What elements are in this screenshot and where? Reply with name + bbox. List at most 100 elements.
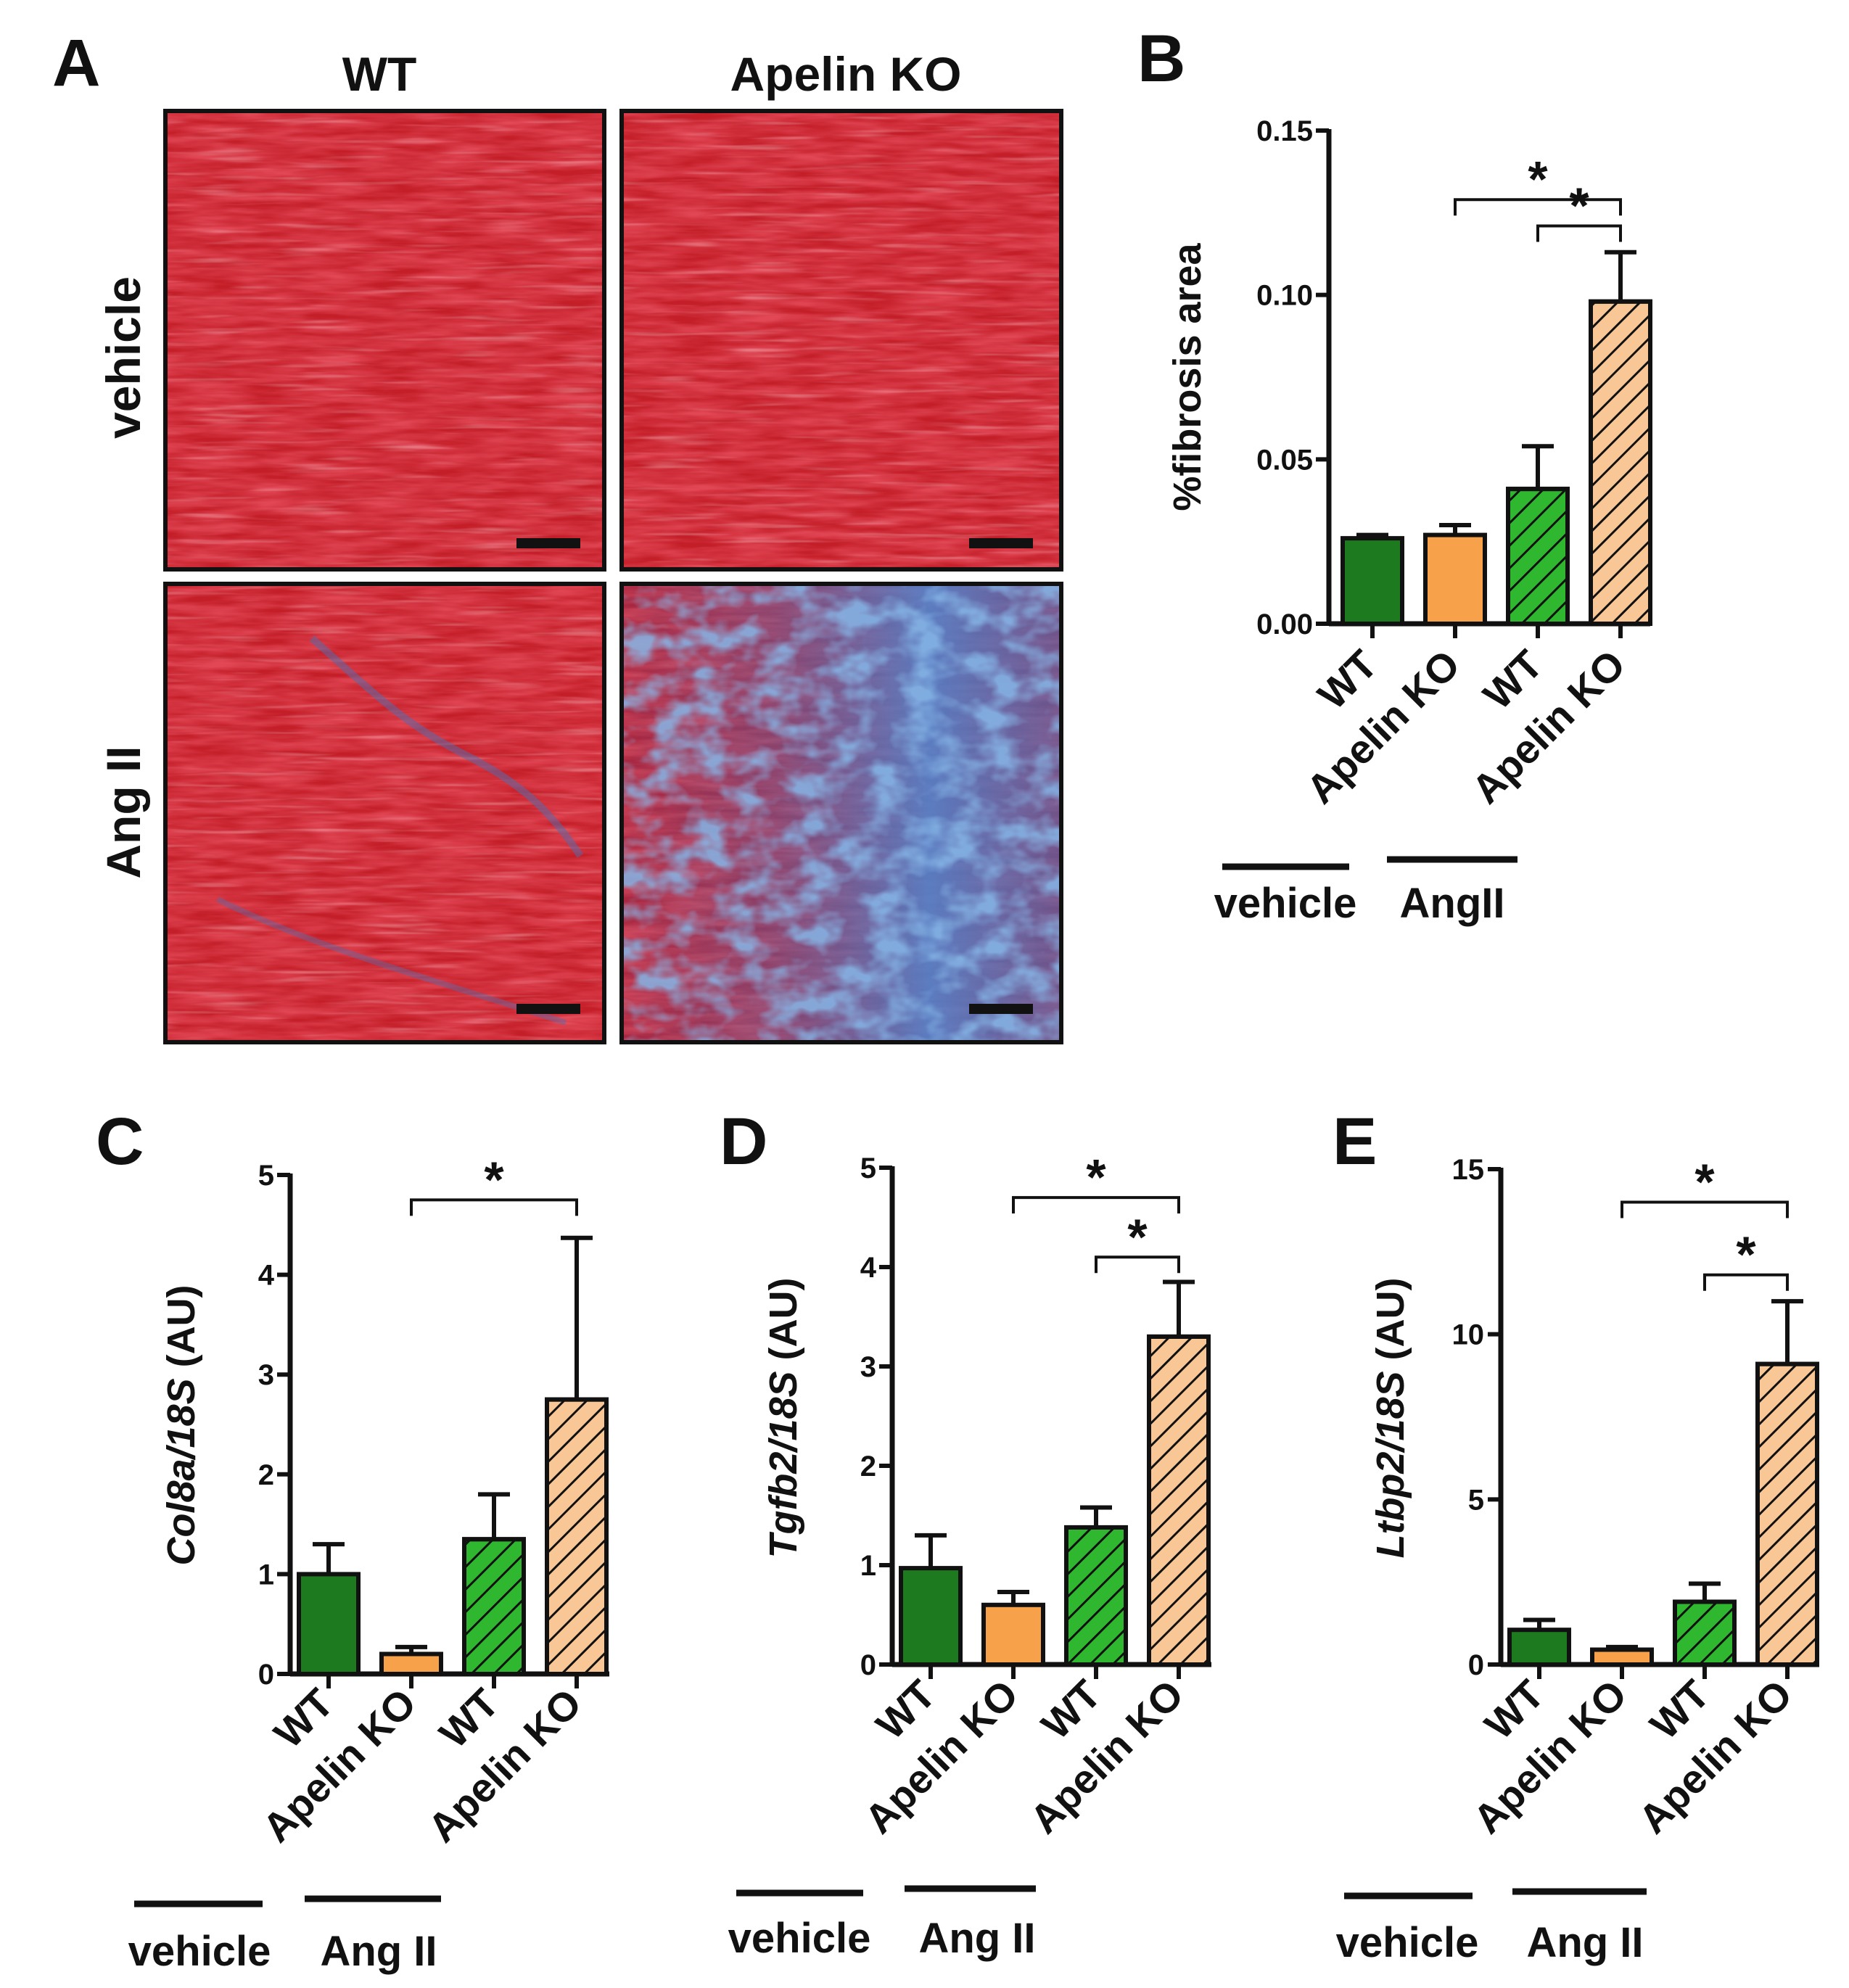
- y-axis-label-unit: (AU): [762, 1277, 805, 1371]
- y-tick-label: 0.15: [1256, 115, 1313, 147]
- bar: [297, 1572, 361, 1676]
- y-axis-label: Tgfb2/18S (AU): [762, 1277, 805, 1558]
- y-tick-label: 0: [258, 1659, 274, 1691]
- y-tick-label: 0: [860, 1649, 876, 1681]
- x-category-label: Apelin KO: [1298, 641, 1469, 812]
- bar: [1423, 532, 1487, 626]
- y-tick-label: 15: [1452, 1154, 1485, 1186]
- row-header-angii: Ang II: [96, 746, 150, 878]
- x-category-label: Apelin KO: [1465, 1671, 1636, 1842]
- bar-hatch: [1506, 487, 1570, 627]
- y-tick-label: 0.05: [1256, 444, 1313, 476]
- bar: [1341, 536, 1404, 627]
- column-header-apelin-ko: Apelin KO: [730, 47, 961, 101]
- panel-letter-e: E: [1333, 1105, 1377, 1179]
- x-category-label: Apelin KO: [1021, 1671, 1193, 1842]
- bar-3: [462, 1492, 526, 1676]
- bar-hatch: [1064, 1525, 1128, 1667]
- bar-3: [1506, 444, 1570, 627]
- bracket-line: [1621, 1200, 1789, 1218]
- y-tick-label: 4: [258, 1260, 275, 1292]
- y-tick-label: 3: [258, 1359, 274, 1391]
- bar: [379, 1651, 443, 1676]
- significance-bracket: *: [1454, 151, 1622, 216]
- bar-hatch: [1755, 1361, 1819, 1667]
- bracket-line: [1454, 198, 1622, 216]
- bracket-line: [1536, 224, 1622, 242]
- panel-letter-b: B: [1137, 22, 1185, 96]
- bar-3: [1673, 1581, 1737, 1667]
- significance-bracket: *: [1095, 1208, 1180, 1274]
- x-category-label: Apelin KO: [1463, 641, 1634, 812]
- bracket-line: [1095, 1255, 1180, 1274]
- bar-hatch: [545, 1397, 609, 1676]
- panel-a: A WT Apelin KO vehicle Ang II: [52, 26, 1063, 1044]
- bar-1: [297, 1542, 361, 1676]
- bar-4: [545, 1235, 609, 1676]
- bar: [981, 1602, 1045, 1667]
- significance-star: *: [1528, 151, 1548, 207]
- micrograph-wt-vehicle: [163, 109, 606, 572]
- y-tick-label: 2: [258, 1459, 274, 1491]
- bracket-line: [1012, 1196, 1180, 1214]
- y-axis-label: %fibrosis area: [1166, 242, 1209, 511]
- panel-letter-d: D: [720, 1105, 767, 1179]
- micrograph-wt-angii: [163, 582, 606, 1044]
- y-tick-label: 3: [860, 1351, 876, 1383]
- significance-bracket: *: [1621, 1154, 1789, 1218]
- panel-letter-a: A: [52, 26, 100, 100]
- bar-hatch: [1589, 299, 1652, 626]
- bar-hatch: [1147, 1334, 1211, 1667]
- significance-star: *: [1086, 1149, 1106, 1205]
- y-axis-label-gene: Tgfb2/18S: [762, 1371, 805, 1558]
- bar-4: [1755, 1299, 1819, 1667]
- y-axis-label-unit: %fibrosis area: [1166, 242, 1209, 511]
- group-label-angii: AngII: [1400, 880, 1505, 927]
- scale-bar: [516, 1004, 580, 1014]
- significance-star: *: [1569, 177, 1589, 234]
- significance-star: *: [1127, 1208, 1148, 1265]
- group-label-ang-ii: Ang II: [918, 1915, 1035, 1962]
- y-tick-label: 1: [860, 1550, 876, 1582]
- x-category-label: Apelin KO: [419, 1680, 590, 1851]
- bar-4: [1147, 1279, 1211, 1667]
- significance-bracket: *: [1012, 1149, 1180, 1214]
- significance-star: *: [484, 1151, 504, 1208]
- y-tick-label: 5: [860, 1152, 876, 1184]
- bar-2: [379, 1644, 443, 1676]
- bracket-line: [410, 1198, 578, 1216]
- bar-2: [981, 1589, 1045, 1667]
- group-label-vehicle: vehicle: [1214, 880, 1357, 927]
- y-tick-label: 5: [1468, 1484, 1484, 1516]
- micrograph-ko-vehicle: [619, 109, 1063, 572]
- y-axis-label-unit: (AU): [1369, 1277, 1412, 1371]
- y-axis-label-unit: (AU): [160, 1284, 203, 1378]
- bar-2: [1423, 523, 1487, 626]
- bracket-line: [1703, 1273, 1789, 1291]
- group-label-vehicle: vehicle: [1336, 1919, 1479, 1966]
- y-tick-label: 0.10: [1256, 280, 1313, 312]
- x-category-label: Apelin KO: [1630, 1671, 1801, 1842]
- bar: [1590, 1647, 1654, 1667]
- bar-2: [1590, 1644, 1654, 1667]
- significance-star: *: [1736, 1226, 1756, 1283]
- bar: [899, 1566, 963, 1667]
- panel-letter-c: C: [96, 1105, 144, 1179]
- bar-hatch: [1673, 1599, 1737, 1667]
- y-axis-label-gene: Ltbp2/18S: [1369, 1371, 1412, 1558]
- group-label-vehicle: vehicle: [728, 1915, 871, 1962]
- group-label-vehicle: vehicle: [128, 1928, 271, 1975]
- y-axis-label: Col8a/18S (AU): [160, 1284, 203, 1565]
- y-axis-label: Ltbp2/18S (AU): [1369, 1277, 1412, 1558]
- scale-bar: [969, 538, 1033, 548]
- x-category-label: Apelin KO: [254, 1680, 425, 1851]
- y-tick-label: 0: [1468, 1649, 1484, 1681]
- y-tick-label: 0.00: [1256, 609, 1313, 640]
- significance-star: *: [1694, 1154, 1715, 1210]
- significance-bracket: *: [1536, 177, 1622, 242]
